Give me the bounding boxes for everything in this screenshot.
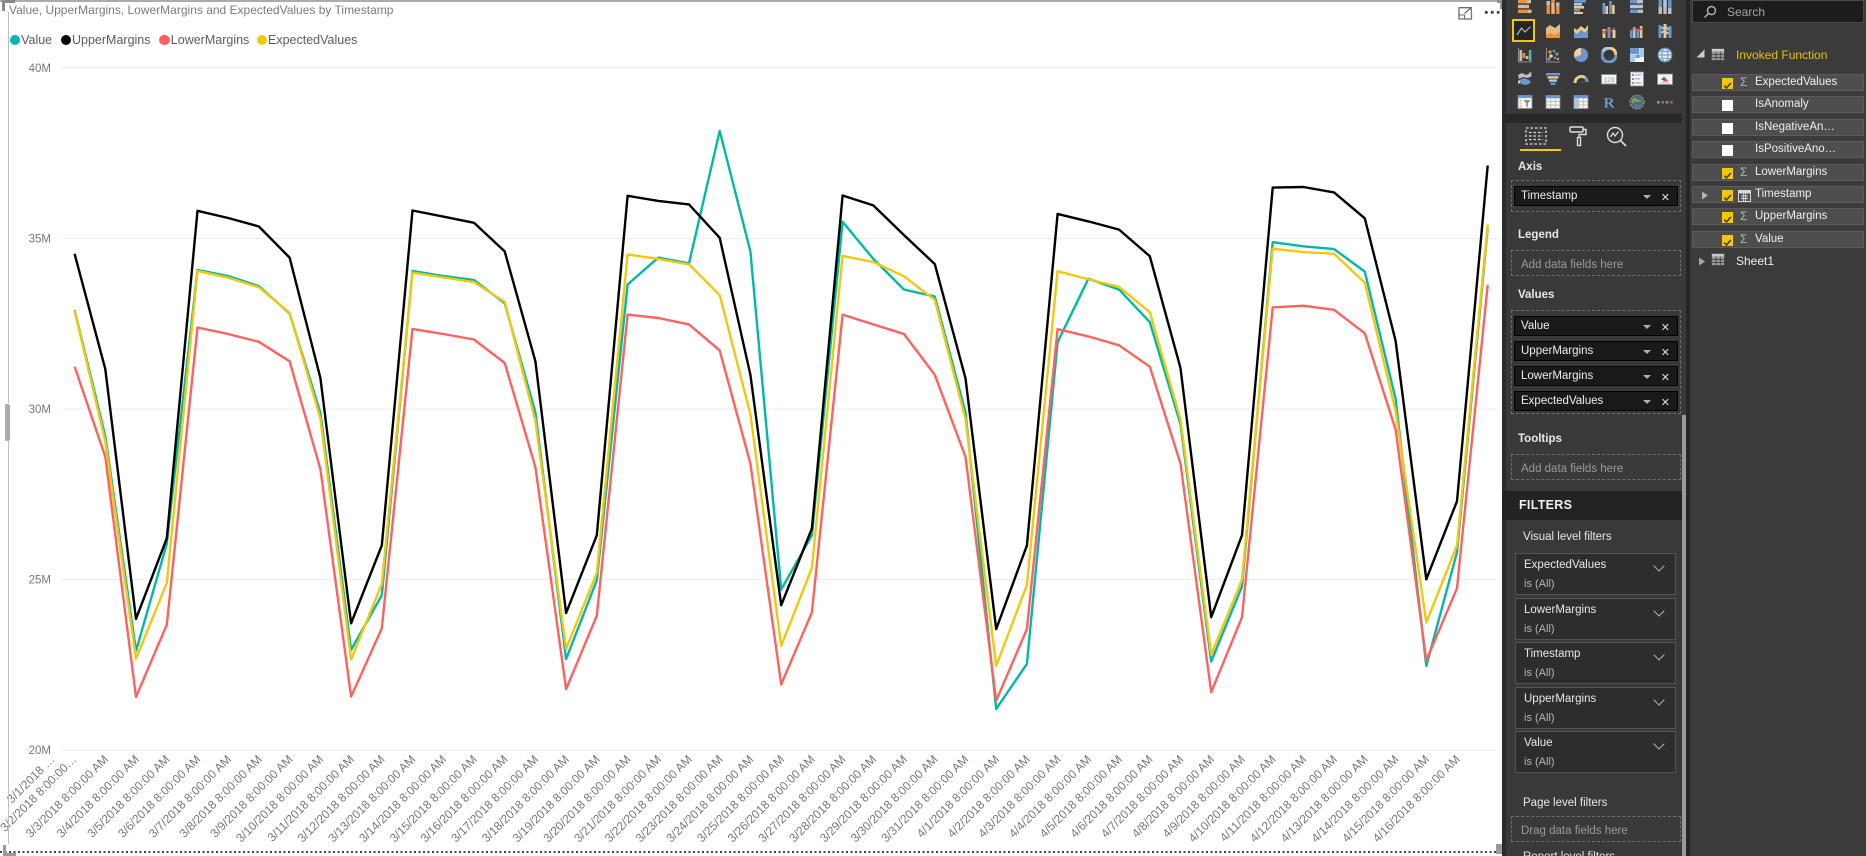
svg-text:R: R	[1603, 96, 1614, 111]
svg-text:123: 123	[1603, 77, 1614, 84]
svg-text:30M: 30M	[29, 404, 51, 416]
svg-text:25M: 25M	[29, 575, 51, 587]
svg-text:40M: 40M	[29, 63, 51, 75]
svg-text:20M: 20M	[29, 745, 51, 757]
svg-text:35M: 35M	[29, 234, 51, 246]
